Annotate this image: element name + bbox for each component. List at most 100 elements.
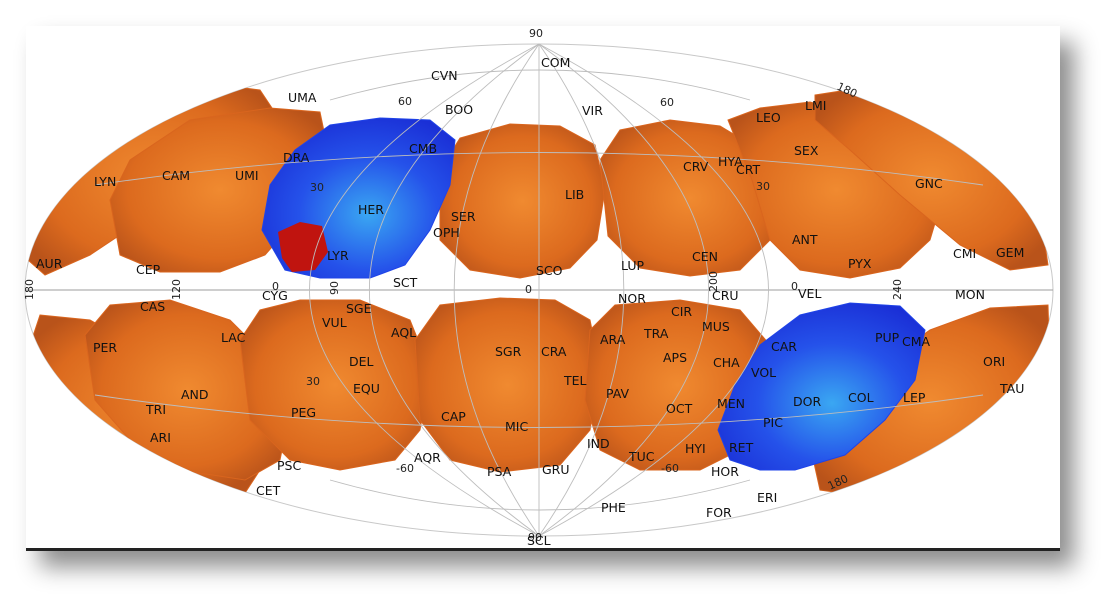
constellation-label-cha: CHA (713, 355, 740, 370)
constellation-label-com: COM (541, 55, 570, 70)
constellation-label-lyn: LYN (94, 174, 116, 189)
constellation-label-umi: UMI (235, 168, 259, 183)
constellation-label-oct: OCT (666, 401, 693, 416)
constellation-label-vol: VOL (751, 365, 776, 380)
constellation-label-cep: CEP (136, 262, 161, 277)
lat-label-60-right: 60 (660, 96, 674, 109)
constellation-label-tri: TRI (145, 402, 166, 417)
constellation-label-cmi: CMI (953, 246, 976, 261)
constellation-label-per: PER (93, 340, 117, 355)
constellation-label-sex: SEX (794, 143, 819, 158)
constellation-label-cet: CET (256, 483, 281, 498)
constellation-label-her: HER (358, 202, 384, 217)
constellation-label-sct: SCT (393, 275, 418, 290)
constellation-label-hya: HYA (718, 154, 743, 169)
constellation-label-cyg: CYG (262, 288, 288, 303)
constellation-label-uma: UMA (288, 90, 317, 105)
lon-label-240: 240 (891, 279, 904, 300)
constellation-label-tau: TAU (999, 381, 1024, 396)
constellation-label-boo: BOO (445, 102, 473, 117)
constellation-label-gru: GRU (542, 462, 570, 477)
constellation-label-gnc: GNC (915, 176, 943, 191)
survey-fields (25, 81, 1051, 498)
constellation-label-psc: PSC (277, 458, 301, 473)
constellation-label-ant: ANT (792, 232, 818, 247)
latitude-line-60-south (329, 479, 751, 511)
constellation-label-peg: PEG (291, 405, 316, 420)
constellation-label-del: DEL (349, 354, 374, 369)
constellation-label-pav: PAV (606, 386, 629, 401)
lon-label-200: 200 (707, 271, 720, 292)
coordinate-grid (25, 43, 1053, 537)
constellation-label-vul: VUL (322, 315, 347, 330)
constellation-label-cra: CRA (541, 344, 567, 359)
constellation-label-hyi: HYI (685, 441, 706, 456)
constellation-label-gem: GEM (996, 245, 1024, 260)
constellation-label-sgr: SGR (495, 344, 522, 359)
constellation-label-cmb: CMB (409, 141, 437, 156)
constellation-label-col: COL (848, 390, 874, 405)
constellation-label-aql: AQL (391, 325, 416, 340)
constellation-label-sge: SGE (346, 301, 372, 316)
highlight-patch (278, 222, 328, 272)
lat-label-60-left: 60 (398, 95, 412, 108)
constellation-label-nor: NOR (618, 291, 646, 306)
lon-label-120: 120 (170, 279, 183, 300)
constellation-label-ret: RET (729, 440, 754, 455)
constellation-label-ori: ORI (983, 354, 1005, 369)
survey-field-orange (439, 123, 606, 279)
constellation-label-cma: CMA (902, 334, 931, 349)
constellation-label-cas: CAS (140, 299, 165, 314)
constellation-label-tra: TRA (643, 326, 669, 341)
constellation-label-lup: LUP (621, 258, 644, 273)
constellation-label-sco: SCO (536, 263, 563, 278)
constellation-label-dra: DRA (283, 150, 310, 165)
meridian-east-3 (538, 43, 769, 537)
constellation-label-crv: CRV (683, 159, 709, 174)
latitude-line-30-north (94, 152, 984, 186)
lat-label-90-bottom: 90 (528, 531, 542, 544)
constellation-label-pic: PIC (763, 415, 783, 430)
lat-label-30-left: 30 (310, 181, 324, 194)
lat-label-90-top: 90 (529, 27, 543, 40)
lat-label-m30-left: 30 (306, 375, 320, 388)
constellation-labels: COM CVN UMA BOO VIR LMI LEO DRA CMB SEX HYA CRV CRT L… (36, 55, 1024, 548)
constellation-label-lib: LIB (565, 187, 584, 202)
constellation-label-mus: MUS (702, 319, 730, 334)
constellation-label-tuc: TUC (628, 449, 655, 464)
constellation-label-hor: HOR (711, 464, 739, 479)
constellation-label-eri: ERI (757, 490, 777, 505)
constellation-label-car: CAR (771, 339, 797, 354)
constellation-label-cir: CIR (671, 304, 692, 319)
constellation-label-oph: OPH (433, 225, 460, 240)
constellation-label-aps: APS (663, 350, 687, 365)
constellation-label-cvn: CVN (431, 68, 458, 83)
constellation-label-cap: CAP (441, 409, 466, 424)
constellation-label-crt: CRT (736, 162, 761, 177)
constellation-label-psa: PSA (487, 464, 512, 479)
constellation-label-vel: VEL (798, 286, 821, 301)
lon-label-90: 90 (328, 281, 341, 295)
meridian-west-1 (453, 43, 540, 537)
constellation-label-pyx: PYX (848, 256, 872, 271)
lat-label-m60-right: -60 (661, 462, 679, 475)
latitude-line-30-south (94, 394, 984, 428)
constellation-label-mic: MIC (505, 419, 528, 434)
constellation-label-for: FOR (706, 505, 732, 520)
constellation-label-pup: PUP (875, 330, 900, 345)
constellation-label-cam: CAM (162, 168, 190, 183)
constellation-label-ari: ARI (150, 430, 171, 445)
constellation-label-mon: MON (955, 287, 985, 302)
constellation-label-vir: VIR (582, 103, 603, 118)
constellation-label-aqr: AQR (414, 450, 441, 465)
constellation-label-ser: SER (451, 209, 476, 224)
constellation-label-scl: SCL (527, 533, 551, 548)
survey-field-blue (717, 302, 926, 471)
constellation-label-men: MEN (717, 396, 745, 411)
constellation-label-lmi: LMI (805, 98, 826, 113)
constellation-label-equ: EQU (353, 381, 380, 396)
constellation-label-aur: AUR (36, 256, 63, 271)
meridian-west-3 (309, 43, 540, 537)
constellation-label-leo: LEO (756, 110, 781, 125)
